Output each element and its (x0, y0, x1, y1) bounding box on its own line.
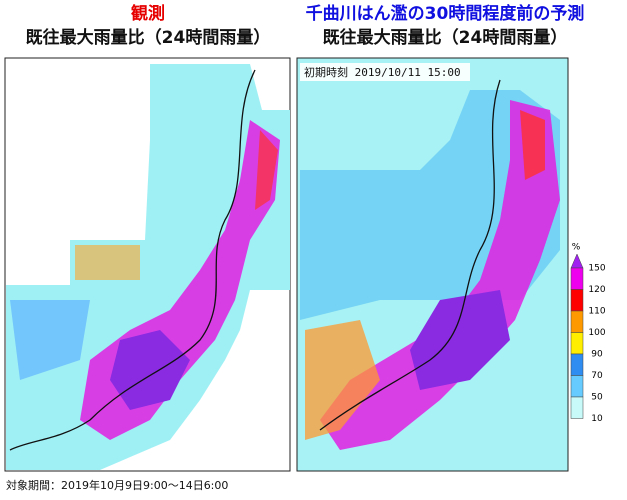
colorbar-segment (570, 396, 584, 419)
colorbar-segment (570, 353, 584, 376)
colorbar-segment (570, 267, 584, 290)
footer: 対象期間：2019年10月9日9:00～14日6:00 (6, 478, 228, 492)
colorbar-segment (570, 310, 584, 333)
legend-label: 10 (591, 414, 603, 424)
legend-label: 150 (588, 264, 605, 274)
right-map: 初期時刻 2019/10/11 15:00 (296, 57, 569, 472)
colorbar: % 150 120 110 100 90 70 50 10 (570, 243, 606, 424)
colorbar-segment (570, 332, 584, 355)
legend-label: 110 (588, 307, 605, 317)
colorbar-segment (570, 375, 584, 398)
legend-unit: % (572, 243, 581, 253)
legend-label: 50 (591, 393, 603, 403)
right-title-blue: 千曲川はん濫の30時間程度前の予測 (306, 3, 585, 24)
legend-label: 90 (591, 350, 603, 360)
left-map (4, 57, 291, 472)
legend-label: 100 (588, 328, 605, 338)
legend-label: 120 (588, 285, 605, 295)
colorbar-segment (570, 289, 584, 312)
left-title-red: 観測 (131, 3, 165, 24)
legend-label: 70 (591, 371, 603, 381)
right-title: 既往最大雨量比（24時間雨量） (323, 27, 568, 48)
init-time: 初期時刻 2019/10/11 15:00 (304, 65, 461, 79)
left-title: 既往最大雨量比（24時間雨量） (26, 27, 271, 48)
